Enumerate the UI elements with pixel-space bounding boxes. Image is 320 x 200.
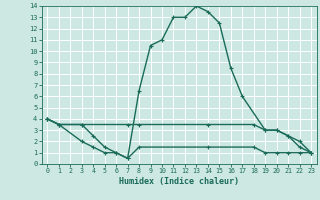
X-axis label: Humidex (Indice chaleur): Humidex (Indice chaleur) bbox=[119, 177, 239, 186]
